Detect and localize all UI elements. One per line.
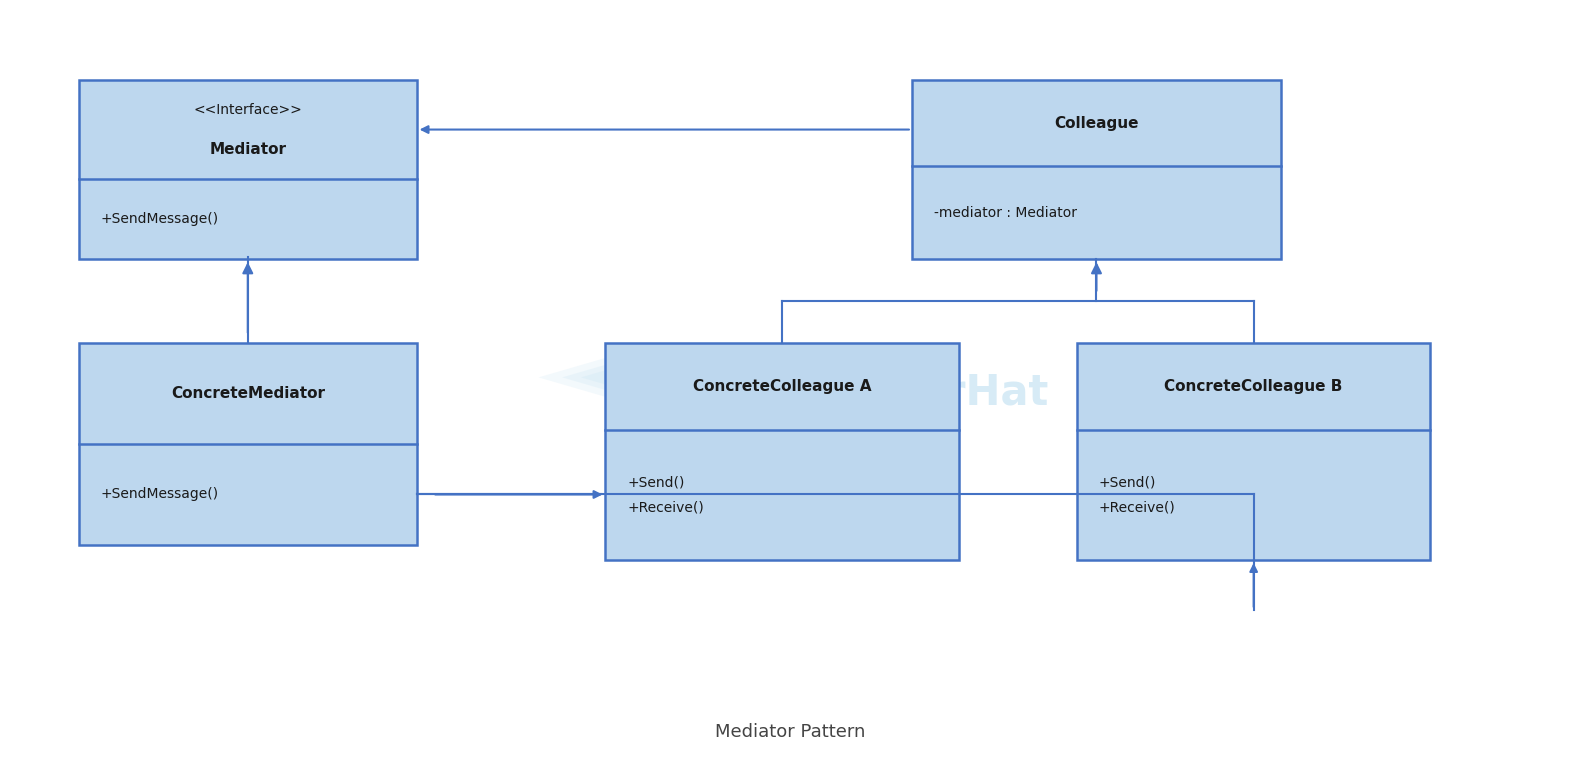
Text: -mediator : Mediator: -mediator : Mediator (934, 206, 1078, 219)
Bar (79, 343, 417, 545)
Text: Colleague: Colleague (1054, 116, 1139, 131)
Bar (79, 80, 417, 259)
Polygon shape (581, 364, 668, 390)
Text: +SendMessage(): +SendMessage() (101, 212, 220, 226)
Polygon shape (539, 352, 711, 403)
Text: +Send(): +Send() (1098, 476, 1157, 490)
Bar (1078, 343, 1430, 561)
Text: +Receive(): +Receive() (1098, 500, 1176, 514)
Polygon shape (562, 359, 687, 396)
Text: <<Interface>>: <<Interface>> (193, 102, 302, 117)
Bar (605, 343, 959, 561)
Text: Mediator: Mediator (209, 142, 286, 157)
Text: ScholarHat: ScholarHat (790, 372, 1049, 413)
Text: ConcreteColleague A: ConcreteColleague A (694, 379, 872, 394)
Text: +Receive(): +Receive() (627, 500, 705, 514)
Text: +Send(): +Send() (627, 476, 684, 490)
Text: Mediator Pattern: Mediator Pattern (714, 722, 866, 741)
Text: +SendMessage(): +SendMessage() (101, 487, 220, 501)
Bar (912, 80, 1281, 259)
Text: ConcreteColleague B: ConcreteColleague B (1164, 379, 1343, 394)
Text: ConcreteMediator: ConcreteMediator (171, 386, 325, 401)
